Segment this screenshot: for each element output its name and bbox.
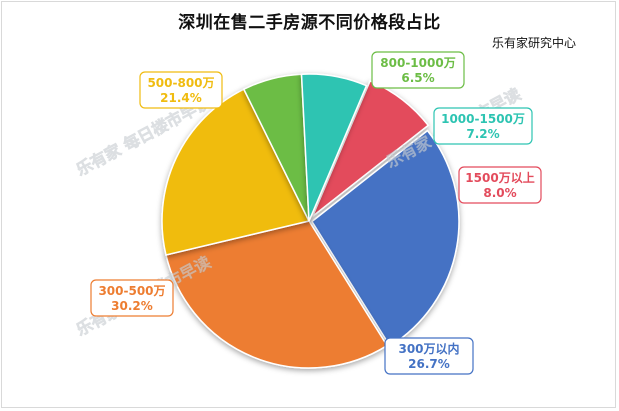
- slice-value-5: 7.2%: [466, 127, 499, 141]
- slice-category-4: 800-1000万: [380, 56, 455, 70]
- slice-category-1: 300万以内: [398, 341, 459, 356]
- pie-slice-3: [161, 88, 311, 256]
- slice-label-box-2: [90, 279, 174, 317]
- slice-category-2: 300-500万: [98, 284, 165, 298]
- pie-slices: [161, 73, 460, 369]
- pie-slice-5: [300, 73, 368, 222]
- slice-value-3: 21.4%: [160, 91, 202, 105]
- slice-value-4: 6.5%: [401, 71, 434, 85]
- slice-value-0: 8.0%: [483, 186, 516, 200]
- pie-slice-0: [311, 79, 430, 217]
- pie-slice-2: [165, 220, 389, 369]
- pie-slice-1: [310, 129, 460, 348]
- slice-value-2: 30.2%: [111, 299, 153, 313]
- slice-category-0: 1500万以上: [465, 170, 534, 185]
- slice-value-1: 26.7%: [408, 357, 450, 371]
- chart-title: 深圳在售二手房源不同价格段占比: [178, 13, 441, 33]
- slice-label-box-5: [433, 107, 533, 145]
- slice-category-3: 500-800万: [147, 76, 214, 90]
- slice-label-box-0: [458, 166, 542, 204]
- source-label: 乐有家研究中心: [492, 36, 577, 50]
- slice-category-5: 1000-1500万: [441, 112, 525, 126]
- slice-label-box-3: [139, 71, 223, 109]
- slice-label-box-1: [384, 337, 474, 375]
- slice-label-box-4: [371, 51, 465, 89]
